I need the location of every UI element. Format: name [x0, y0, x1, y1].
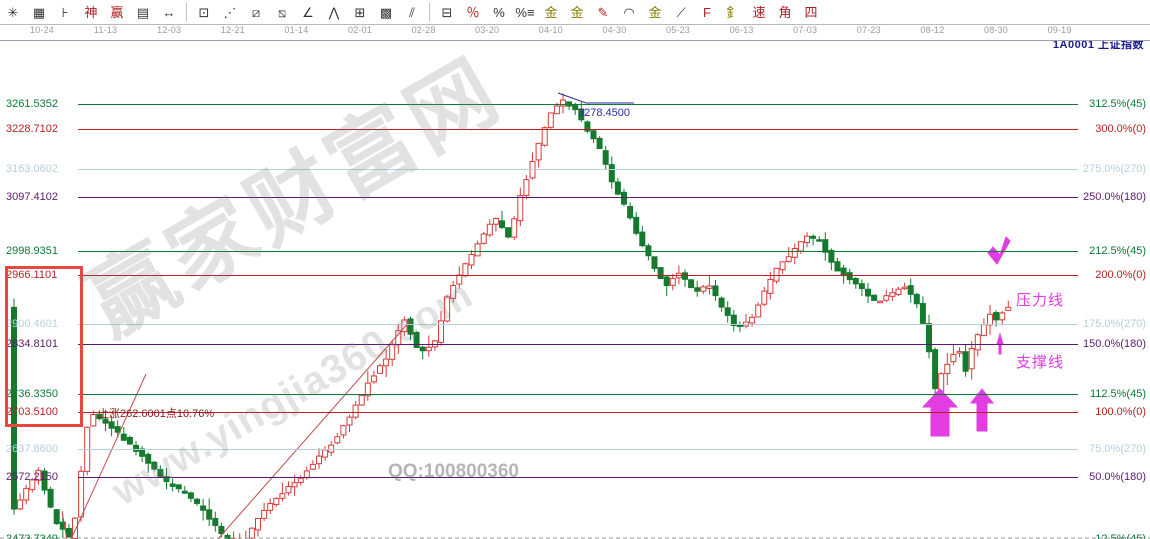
date-tick: 04-30 [602, 25, 627, 35]
fib-level-line [78, 275, 1078, 276]
parallel-lines-icon[interactable]: ⫽ [409, 4, 415, 20]
gold-ratio-icon[interactable]: 釒 [726, 4, 740, 20]
box-draw-icon[interactable]: ⊡ [198, 4, 210, 20]
measure-icon[interactable]: ⊦ [61, 4, 69, 20]
percent-fan-icon[interactable]: ％ [466, 4, 480, 20]
chart-plot-area[interactable]: 1A0001 上证指数 3261.5352 312.5%(45) 3228.7102… [0, 41, 1150, 539]
fib-level-line [78, 104, 1078, 105]
fib-level-line [78, 449, 1078, 450]
date-tick: 12-21 [220, 25, 245, 35]
date-tick: 08-12 [920, 25, 945, 35]
pct-level-label: 100.0%(0) [1095, 406, 1146, 418]
pct-level-label: 50.0%(180) [1089, 471, 1146, 483]
pct-level-label: 312.5%(45) [1089, 98, 1146, 110]
support-label: 支撑线 [1016, 354, 1065, 371]
pct-level-label: 200.0%(0) [1095, 269, 1146, 281]
fib-level-line [78, 129, 1078, 130]
date-tick: 07-23 [856, 25, 881, 35]
price-level-label: 2703.5100 [6, 406, 58, 418]
date-tick: 11-13 [93, 25, 118, 35]
channel-icon[interactable]: ⊟ [441, 4, 453, 20]
gold-levels-icon[interactable]: 金 [570, 4, 584, 20]
ying-tool-icon[interactable]: 赢 [110, 4, 124, 20]
pct-level-label: 12.5%(45) [1095, 533, 1146, 539]
date-tick: 05-23 [665, 25, 691, 35]
fib-level-line [78, 324, 1078, 325]
price-level-label: 2834.8101 [6, 338, 58, 350]
chart-title: 1A0001 上证指数 [1052, 41, 1144, 51]
price-level-label: 2637.8600 [6, 443, 58, 455]
fib-level-line [78, 197, 1078, 198]
four-lines-icon[interactable]: 四 [804, 4, 818, 20]
fib-level-line [78, 477, 1078, 478]
price-level-label: 3163.0602 [6, 163, 58, 175]
date-tick: 09-19 [1047, 25, 1072, 35]
gann-angle-icon[interactable]: 角 [778, 4, 792, 20]
percent-levels-icon[interactable]: %≡ [515, 4, 535, 20]
pct-level-label: 112.5%(45) [1089, 388, 1146, 400]
gold-circle-icon[interactable]: 金 [544, 4, 558, 20]
arc-levels-icon[interactable]: ◠ [623, 4, 635, 20]
pct-level-label: 250.0%(180) [1083, 191, 1146, 203]
date-tick: 08-30 [983, 25, 1009, 35]
fib-level-line [78, 344, 1078, 345]
pct-level-label: 275.0%(270) [1083, 163, 1146, 175]
fan-lines-icon[interactable]: ⋰ [223, 4, 237, 20]
date-tick: 04-10 [538, 25, 563, 35]
date-tick: 07-03 [793, 25, 818, 35]
span-icon[interactable]: ↔ [162, 4, 176, 20]
f-levels-icon[interactable]: F [703, 4, 711, 20]
gain-label: 上涨262.6001点10.76% [98, 408, 215, 420]
price-level-label: 2736.3350 [6, 388, 58, 400]
grid-select-icon[interactable]: ▦ [32, 4, 46, 20]
date-tick: 10-24 [29, 25, 55, 35]
toolbar-separator [429, 3, 430, 21]
date-axis: 10-24 11-13 12-03 12-21 01-14 02-01 02-28 03-20… [0, 24, 1150, 41]
speed-line-icon[interactable]: 速 [752, 4, 766, 20]
price-level-label: 3097.4102 [6, 191, 58, 203]
toolbar-separator [186, 3, 187, 21]
pct-level-label: 150.0%(180) [1083, 338, 1146, 350]
price-level-label: 2572.2150 [6, 471, 58, 483]
angle-line-icon[interactable]: ∠ [302, 4, 314, 20]
pct-level-label: 300.0%(0) [1095, 123, 1146, 135]
crosshair-icon[interactable]: ✳ [7, 4, 19, 20]
price-level-label: 2900.4601 [6, 318, 58, 330]
price-level-label: 3228.7102 [6, 123, 58, 135]
fib-level-line [78, 394, 1078, 395]
pct-level-label: 212.5%(45) [1089, 245, 1146, 257]
zigzag-icon[interactable]: ⋀ [328, 4, 340, 20]
halfline-icon[interactable]: ⟋ [676, 4, 686, 20]
pct-level-label: 175.0%(270) [1083, 318, 1146, 330]
pen-tool-icon[interactable]: ✎ [597, 4, 609, 20]
date-tick: 03-20 [475, 25, 500, 35]
range-box [5, 266, 83, 427]
fib-level-line [78, 169, 1078, 170]
gann-square-icon[interactable]: ⧅ [277, 4, 287, 20]
price-pane: 1A0001 上证指数 [0, 41, 1150, 501]
date-tick: 01-14 [284, 25, 309, 35]
price-level-label: 2473.7349 [6, 533, 58, 539]
grid-dense-icon[interactable]: ▩ [379, 4, 393, 20]
ruler-icon[interactable]: ▤ [136, 4, 150, 20]
gann-box-icon[interactable]: ⧄ [251, 4, 261, 20]
fib-level-line [78, 412, 1078, 413]
high-label: 3278.4500 [578, 107, 630, 119]
percent-label-icon[interactable]: % [493, 4, 505, 20]
date-tick: 06-13 [729, 25, 754, 35]
resistance-label: 压力线 [1016, 292, 1065, 309]
date-tick: 02-01 [347, 25, 373, 35]
price-level-label: 2966.1101 [6, 269, 58, 281]
date-tick: 02-28 [411, 25, 436, 35]
price-level-label: 3261.5352 [6, 98, 58, 110]
gold-section-icon[interactable]: 金 [648, 4, 662, 20]
grid-lines-icon[interactable]: ⊞ [354, 4, 366, 20]
fib-level-line [78, 251, 1078, 252]
pct-level-label: 75.0%(270) [1089, 443, 1146, 455]
drawing-tools-toolbar[interactable]: ✳ ▦ ⊦ 神赢 ▤ ↔ ⊡ ⋰ ⧄ ⧅ ∠ ⋀ ⊞ ▩ ⫽ ⊟ ％% %≡ 金金 ✎ ◠ 金 ⟋ F 釒速角四 [0, 0, 1150, 25]
shen-tool-icon[interactable]: 神 [84, 4, 98, 20]
date-tick: 12-03 [157, 25, 182, 35]
price-level-label: 2998.9351 [6, 245, 58, 257]
